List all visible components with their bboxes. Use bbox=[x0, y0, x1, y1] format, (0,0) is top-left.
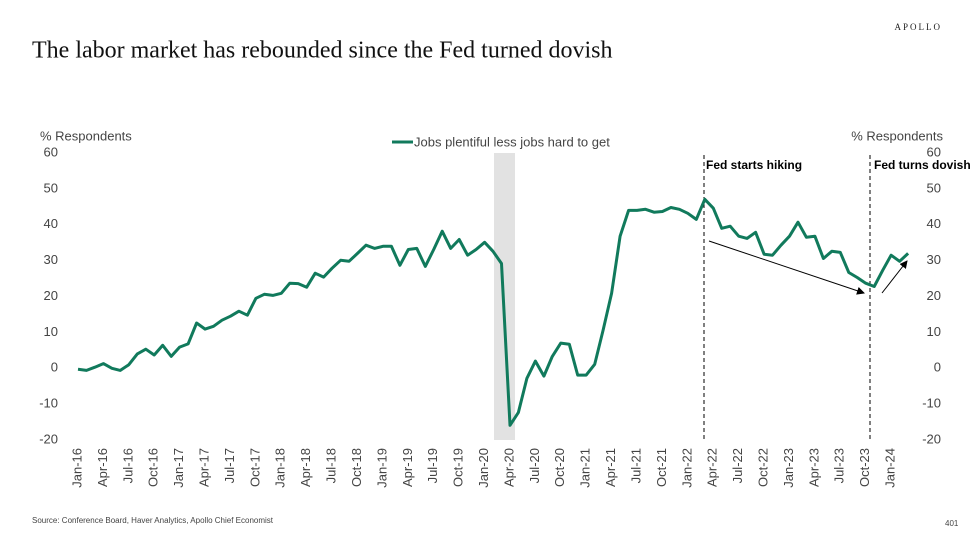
legend-label: Jobs plentiful less jobs hard to get bbox=[414, 134, 610, 149]
x-tick-label: Jul-22 bbox=[730, 448, 745, 483]
x-tick-label: Jan-24 bbox=[883, 448, 898, 488]
trend-arrow bbox=[881, 260, 908, 294]
x-tick-label: Apr-16 bbox=[95, 448, 110, 487]
y2-tick-label: 30 bbox=[927, 252, 941, 267]
x-tick-label: Jan-17 bbox=[171, 448, 186, 488]
page-number: 401 bbox=[945, 519, 959, 528]
y2-tick-label: 60 bbox=[927, 144, 941, 159]
y2-axis-title: % Respondents bbox=[851, 128, 943, 143]
y2-tick-label: -20 bbox=[922, 431, 941, 446]
y2-tick-label: 0 bbox=[934, 360, 941, 375]
y2-tick-label: 10 bbox=[927, 324, 941, 339]
y2-tick-label: 40 bbox=[927, 216, 941, 231]
x-tick-label: Apr-20 bbox=[501, 448, 516, 487]
x-tick-label: Oct-19 bbox=[451, 448, 466, 487]
y-tick-label: 30 bbox=[44, 252, 58, 267]
x-tick-label: Oct-16 bbox=[146, 448, 161, 487]
y2-tick-label: -10 bbox=[922, 396, 941, 411]
x-tick-label: Jul-20 bbox=[527, 448, 542, 483]
x-tick-label: Jul-23 bbox=[832, 448, 847, 483]
x-tick-label: Apr-19 bbox=[400, 448, 415, 487]
y-tick-label: 60 bbox=[44, 144, 58, 159]
x-tick-label: Oct-20 bbox=[552, 448, 567, 487]
x-tick-label: Jan-19 bbox=[374, 448, 389, 488]
y2-tick-label: 50 bbox=[927, 180, 941, 195]
x-tick-label: Oct-18 bbox=[349, 448, 364, 487]
y-tick-label: 10 bbox=[44, 324, 58, 339]
x-tick-label: Apr-21 bbox=[603, 448, 618, 487]
trend-arrow bbox=[708, 240, 865, 295]
data-line bbox=[77, 197, 910, 427]
chart-title: The labor market has rebounded since the… bbox=[32, 38, 613, 64]
y-tick-label: -10 bbox=[39, 396, 58, 411]
x-tick-label: Jul-21 bbox=[628, 448, 643, 483]
x-tick-label: Oct-17 bbox=[247, 448, 262, 487]
x-tick-label: Apr-22 bbox=[705, 448, 720, 487]
x-tick-label: Jan-16 bbox=[69, 448, 84, 488]
x-tick-label: Oct-22 bbox=[756, 448, 771, 487]
y-tick-label: 20 bbox=[44, 288, 58, 303]
x-tick-label: Jan-23 bbox=[781, 448, 796, 488]
x-tick-label: Oct-23 bbox=[857, 448, 872, 487]
y2-tick-label: 20 bbox=[927, 288, 941, 303]
x-tick-label: Jul-18 bbox=[324, 448, 339, 483]
annotation: Fed turns dovish bbox=[874, 158, 971, 172]
y-tick-label: -20 bbox=[39, 431, 58, 446]
y-tick-label: 40 bbox=[44, 216, 58, 231]
x-tick-label: Apr-23 bbox=[806, 448, 821, 487]
x-tick-label: Oct-21 bbox=[654, 448, 669, 487]
x-tick-label: Jul-17 bbox=[222, 448, 237, 483]
x-tick-label: Apr-17 bbox=[196, 448, 211, 487]
brand: APOLLO bbox=[895, 22, 943, 32]
x-tick-label: Jan-22 bbox=[679, 448, 694, 488]
x-tick-label: Jan-21 bbox=[578, 448, 593, 488]
x-tick-label: Jul-19 bbox=[425, 448, 440, 483]
annotation: Fed starts hiking bbox=[706, 158, 802, 172]
y-tick-label: 50 bbox=[44, 180, 58, 195]
y-tick-label: 0 bbox=[51, 360, 58, 375]
y-axis-title: % Respondents bbox=[40, 128, 132, 143]
x-tick-label: Apr-18 bbox=[298, 448, 313, 487]
x-tick-label: Jan-18 bbox=[273, 448, 288, 488]
x-tick-label: Jul-16 bbox=[120, 448, 135, 483]
x-tick-label: Jan-20 bbox=[476, 448, 491, 488]
source: Source: Conference Board, Haver Analytic… bbox=[32, 516, 274, 525]
